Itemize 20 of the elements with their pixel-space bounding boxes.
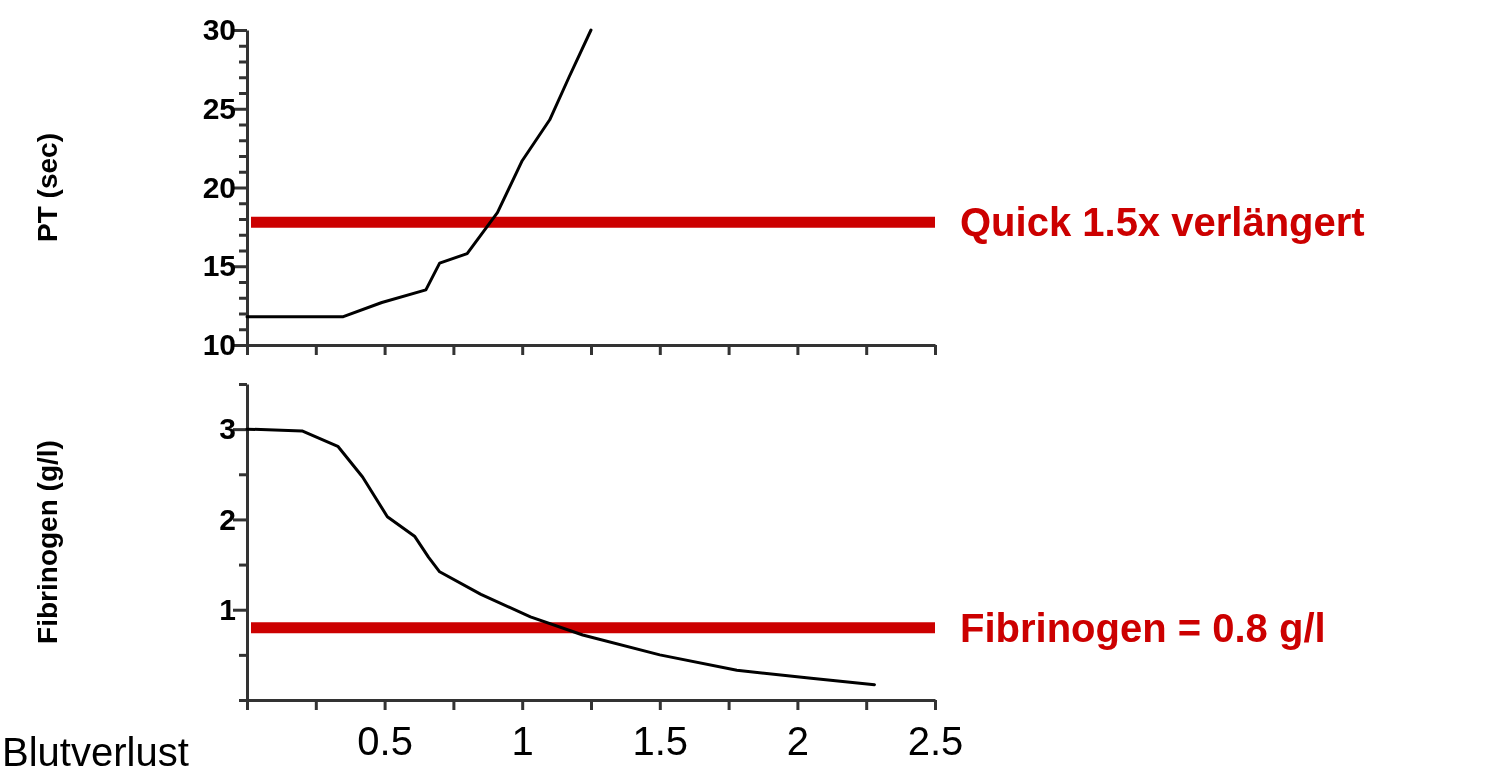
y-tick-label: 15 — [202, 249, 236, 283]
ref-line-label: Quick 1.5x verlängert — [960, 200, 1365, 245]
y-tick-label: 20 — [202, 170, 236, 204]
ref-line-label: Fibrinogen = 0.8 g/l — [960, 605, 1326, 650]
x-tick-label: 0.5 — [357, 719, 413, 763]
y-tick-label: 1 — [219, 592, 236, 626]
line-series — [245, 427, 876, 687]
x-tick-label: 1.5 — [632, 719, 689, 763]
x-tick-label: 2 — [786, 719, 810, 763]
y-tick-label: 10 — [202, 328, 236, 362]
x-tick-label: 1 — [511, 719, 534, 763]
y-tick-label: 3 — [219, 412, 236, 446]
y-tick-label: 2 — [219, 502, 236, 536]
line-series — [245, 28, 593, 319]
y-axis-title: PT (sec) — [32, 133, 63, 242]
y-axis-title: Fibrinogen (g/l) — [32, 440, 63, 644]
y-tick-label: 25 — [202, 91, 236, 125]
x-axis-title: Blutverlust — [2, 730, 189, 774]
x-tick-label: 2.5 — [907, 719, 964, 763]
y-tick-label: 30 — [202, 13, 236, 47]
